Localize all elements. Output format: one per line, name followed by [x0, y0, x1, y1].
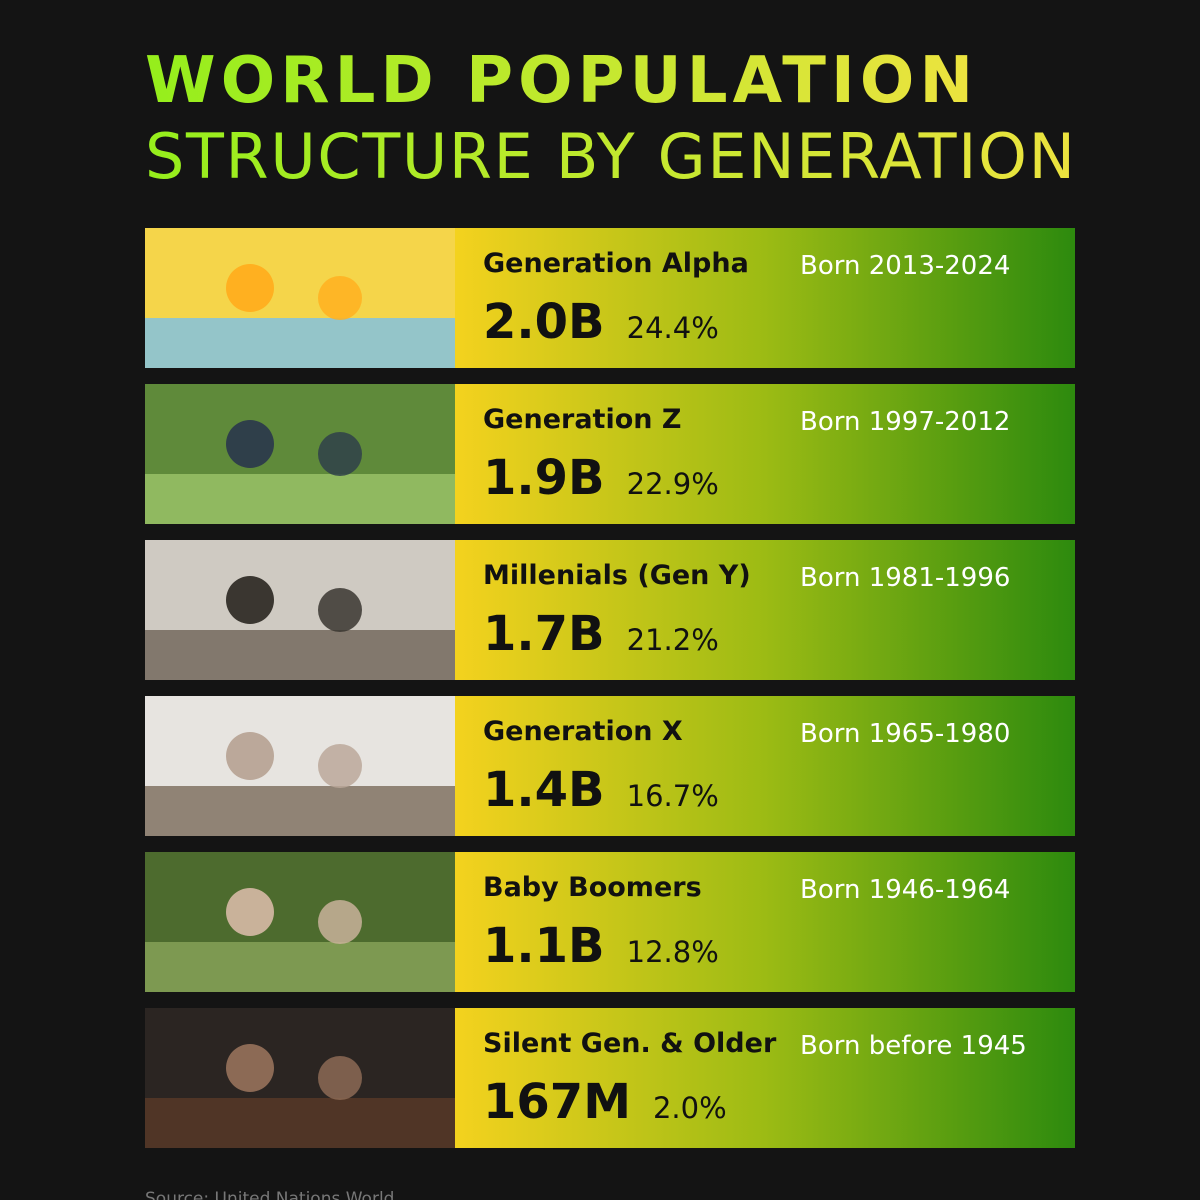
photo-figure [318, 1056, 362, 1100]
panel [455, 852, 1075, 992]
source: Source: United Nations World [145, 1189, 394, 1200]
photo-figure [318, 588, 362, 632]
figures: 1.1B 12.8% [483, 918, 719, 974]
generation-name: Generation Alpha [483, 248, 749, 279]
row: Generation Alpha Born 2013-2024 2.0B 24.4% [145, 228, 1075, 368]
born-years: Born 1946-1964 [800, 875, 1010, 905]
row: Generation Z Born 1997-2012 1.9B 22.9% [145, 384, 1075, 524]
row: Millenials (Gen Y) Born 1981-1996 1.7B 21.2… [145, 540, 1075, 680]
photo-detail [145, 786, 455, 836]
panel [455, 384, 1075, 524]
panel [455, 228, 1075, 368]
share: 12.8% [627, 935, 719, 969]
photo-figure [318, 744, 362, 788]
born-years: Born 2013-2024 [800, 251, 1010, 281]
population: 1.4B [483, 762, 605, 818]
photo-figure [226, 888, 274, 936]
figures: 1.9B 22.9% [483, 450, 719, 506]
share: 16.7% [627, 779, 719, 813]
photo-figure [318, 276, 362, 320]
generation-name: Baby Boomers [483, 872, 702, 903]
title-line2: STRUCTURE BY GENERATION [145, 120, 1075, 193]
photo-detail [145, 318, 455, 368]
share: 22.9% [627, 467, 719, 501]
born-years: Born before 1945 [800, 1031, 1027, 1061]
photo-figure [226, 1044, 274, 1092]
born-years: Born 1981-1996 [800, 563, 1010, 593]
panel [455, 696, 1075, 836]
photo-figure [318, 900, 362, 944]
photo-detail [145, 1098, 455, 1148]
photo-detail [145, 942, 455, 992]
figures: 2.0B 24.4% [483, 294, 719, 350]
photo-figure [226, 576, 274, 624]
photo-figure [318, 432, 362, 476]
generation-name: Millenials (Gen Y) [483, 560, 751, 591]
population: 1.1B [483, 918, 605, 974]
generation-name: Generation X [483, 716, 683, 747]
born-years: Born 1997-2012 [800, 407, 1010, 437]
photo-detail [145, 630, 455, 680]
photo-figure [226, 264, 274, 312]
figures: 1.7B 21.2% [483, 606, 719, 662]
photo-figure [226, 732, 274, 780]
generation-name: Generation Z [483, 404, 681, 435]
photo-detail [145, 474, 455, 524]
population: 1.7B [483, 606, 605, 662]
generation-name: Silent Gen. & Older [483, 1028, 777, 1059]
figures: 167M 2.0% [483, 1074, 727, 1130]
share: 2.0% [653, 1091, 727, 1125]
photo-figure [226, 420, 274, 468]
panel [455, 540, 1075, 680]
row: Silent Gen. & Older Born before 1945 167M 2… [145, 1008, 1075, 1148]
population: 2.0B [483, 294, 605, 350]
row: Baby Boomers Born 1946-1964 1.1B 12.8% [145, 852, 1075, 992]
born-years: Born 1965-1980 [800, 719, 1010, 749]
title-line1: WORLD POPULATION [145, 44, 973, 118]
population: 1.9B [483, 450, 605, 506]
share: 24.4% [627, 311, 719, 345]
panel [455, 1008, 1075, 1148]
share: 21.2% [627, 623, 719, 657]
population: 167M [483, 1074, 631, 1130]
figures: 1.4B 16.7% [483, 762, 719, 818]
row: Generation X Born 1965-1980 1.4B 16.7% [145, 696, 1075, 836]
